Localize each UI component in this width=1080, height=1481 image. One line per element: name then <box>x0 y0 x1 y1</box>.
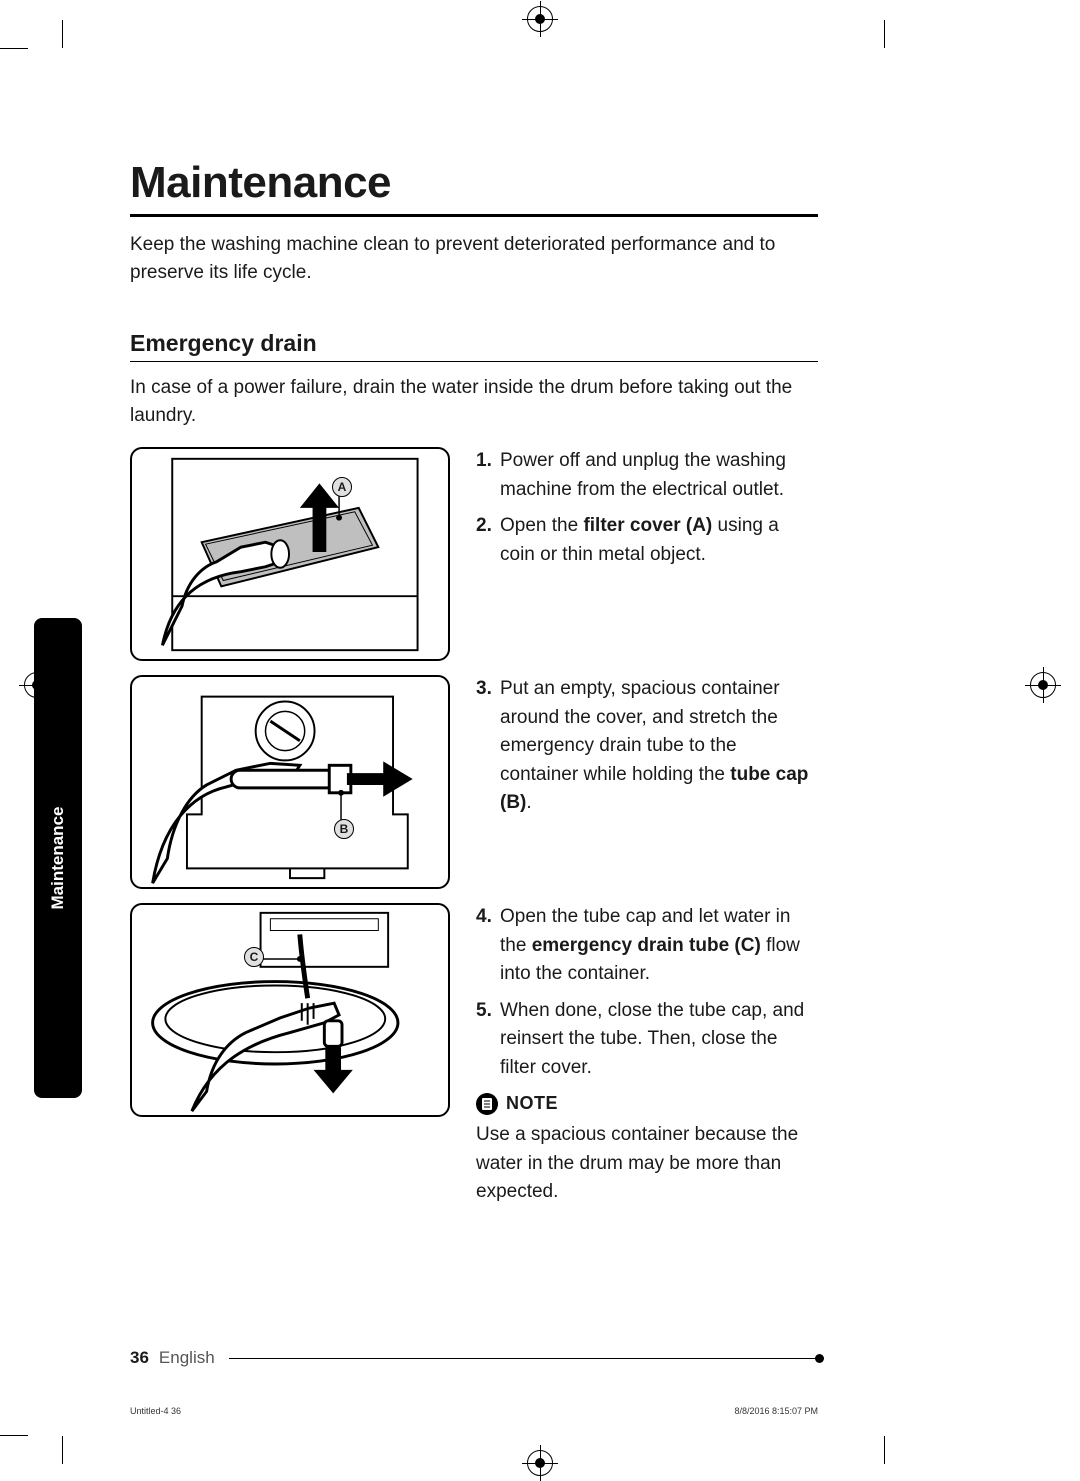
section-tab: Maintenance <box>34 618 82 1098</box>
section-tab-label: Maintenance <box>48 807 68 910</box>
page-footer: 36 English <box>130 1348 818 1368</box>
registration-mark <box>527 6 553 32</box>
steps-1-2: 1. Power off and unplug the washing mach… <box>476 447 818 577</box>
instruction-block-1: A 1. Power off and unplug the washing ma… <box>130 447 818 661</box>
step-4: 4. Open the tube cap and let water in th… <box>476 903 818 989</box>
crop-mark <box>62 20 63 48</box>
step-text: When done, close the tube cap, and reins… <box>500 997 818 1083</box>
step-number: 1. <box>476 447 500 504</box>
page-intro: Keep the washing machine clean to preven… <box>130 231 818 286</box>
crop-mark <box>884 20 885 48</box>
figure-b-illustration <box>132 677 448 887</box>
section-intro: In case of a power failure, drain the wa… <box>130 374 818 429</box>
crop-mark <box>884 1436 885 1464</box>
figure-c: C <box>130 903 450 1117</box>
crop-mark <box>0 48 28 49</box>
figure-a: A <box>130 447 450 661</box>
step-number: 4. <box>476 903 500 989</box>
imprint-right: 8/8/2016 8:15:07 PM <box>734 1406 818 1416</box>
figure-b: B <box>130 675 450 889</box>
crop-mark <box>0 1435 28 1436</box>
step-number: 2. <box>476 512 500 569</box>
crop-mark <box>62 1436 63 1464</box>
step-1: 1. Power off and unplug the washing mach… <box>476 447 818 504</box>
step-text: Open the filter cover (A) using a coin o… <box>500 512 818 569</box>
page-title: Maintenance <box>130 158 818 217</box>
note-header: NOTE <box>476 1090 818 1117</box>
step-3-col: 3. Put an empty, spacious container arou… <box>476 675 818 826</box>
instruction-block-2: B 3. Put an empty, spacious container ar… <box>130 675 818 889</box>
step-text: Open the tube cap and let water in the e… <box>500 903 818 989</box>
section-title: Emergency drain <box>130 330 818 362</box>
note-icon <box>476 1093 498 1115</box>
instruction-block-3: C 4. Open the tube cap and let water in … <box>130 903 818 1207</box>
step-5: 5. When done, close the tube cap, and re… <box>476 997 818 1083</box>
step-text: Put an empty, spacious container around … <box>500 675 818 818</box>
footer-rule <box>229 1358 818 1359</box>
figure-a-illustration <box>132 449 448 659</box>
registration-mark <box>527 1450 553 1476</box>
figure-c-illustration <box>132 905 448 1115</box>
note-label: NOTE <box>506 1090 558 1117</box>
step-text: Power off and unplug the washing machine… <box>500 447 818 504</box>
imprint-left: Untitled-4 36 <box>130 1406 181 1416</box>
step-number: 5. <box>476 997 500 1083</box>
page-content: Maintenance Maintenance Keep the washing… <box>62 48 886 1428</box>
step-number: 3. <box>476 675 500 818</box>
note-body: Use a spacious container because the wat… <box>476 1121 818 1207</box>
step-2: 2. Open the filter cover (A) using a coi… <box>476 512 818 569</box>
page-number: 36 <box>130 1348 149 1368</box>
page-language: English <box>159 1348 215 1368</box>
steps-4-5-note: 4. Open the tube cap and let water in th… <box>476 903 818 1207</box>
registration-mark <box>1030 672 1056 698</box>
step-3: 3. Put an empty, spacious container arou… <box>476 675 818 818</box>
